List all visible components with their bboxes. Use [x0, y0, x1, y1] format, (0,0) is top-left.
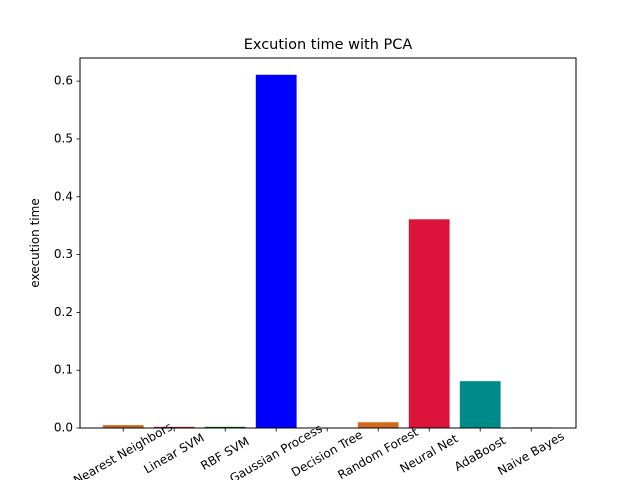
bar-linear-svm: [153, 426, 195, 428]
bar-rbf-svm: [204, 426, 246, 428]
bar-adaboost: [459, 381, 501, 428]
bar-random-forest: [357, 422, 399, 428]
x-tick-label: Naive Bayes: [495, 429, 566, 478]
y-tick-label: 0.0: [54, 421, 73, 435]
y-tick-label: 0.4: [54, 189, 73, 203]
bar-neural-net: [408, 219, 450, 428]
y-tick-label: 0.2: [54, 305, 73, 319]
y-tick-label: 0.1: [54, 363, 73, 377]
bars-layer: [102, 74, 552, 429]
y-axis: 0.0 0.1 0.2 0.3 0.4 0.5 0.6: [54, 74, 80, 435]
y-tick-label: 0.6: [54, 74, 73, 88]
y-tick-label: 0.3: [54, 247, 73, 261]
plot-frame: [79, 57, 577, 429]
chart-title: Excution time with PCA: [244, 37, 413, 53]
bar-nearest-neighbors: [102, 425, 144, 428]
bar-gaussian-process: [255, 74, 297, 429]
y-tick-label: 0.5: [54, 131, 73, 145]
y-axis-label: execution time: [28, 198, 42, 287]
